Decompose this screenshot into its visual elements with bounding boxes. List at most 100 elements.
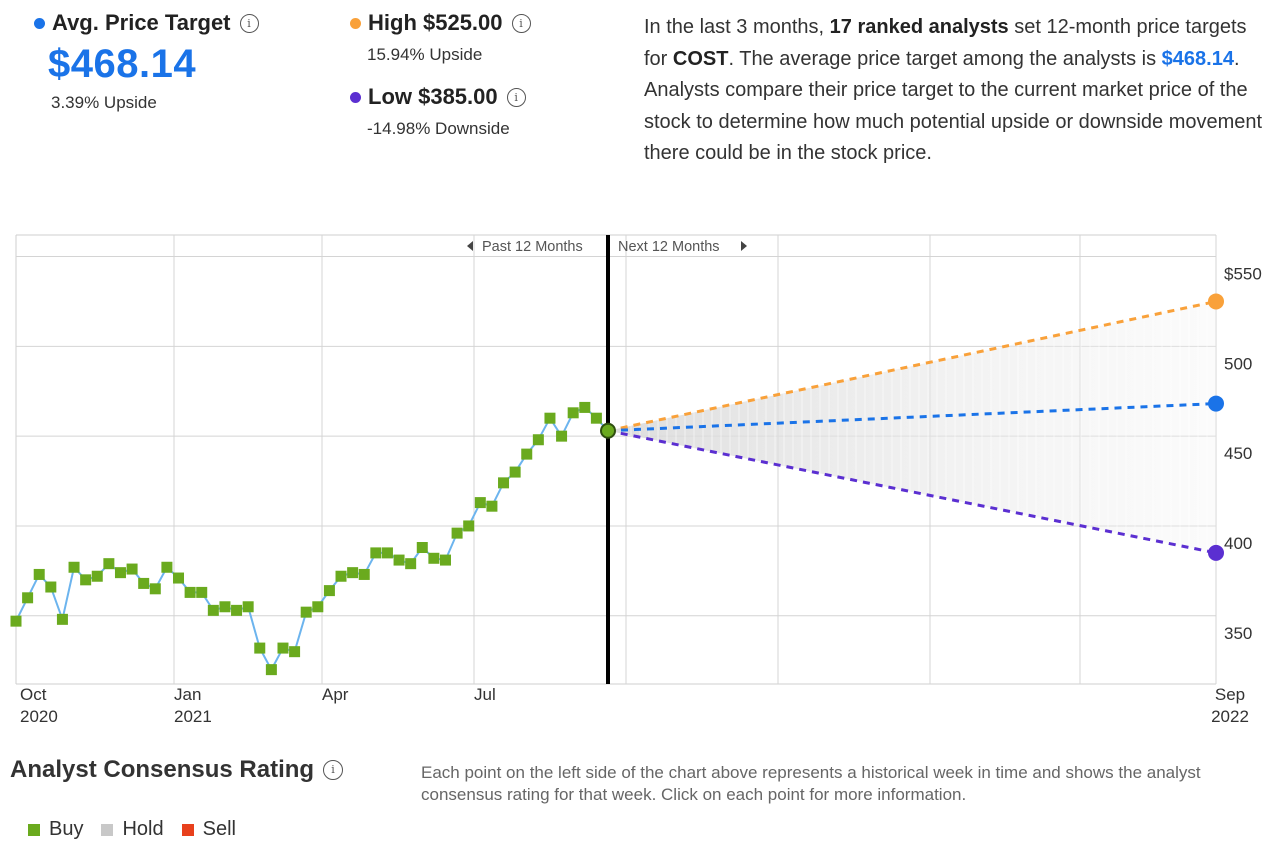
legend-label: Sell [202, 818, 236, 840]
buy-rating-point [91, 570, 103, 582]
buy-rating-point [68, 561, 80, 573]
buy-rating-point [474, 497, 486, 509]
desc-text: set 12-month price targets for [644, 16, 1247, 70]
x-tick-year-label: 2020 [20, 707, 58, 726]
legend-item-sell: Sell [181, 818, 236, 841]
avg-label: Avg. Price Target [52, 10, 231, 35]
price-target-description: In the last 3 months, 17 ranked analysts… [644, 12, 1269, 170]
buy-rating-point [590, 412, 602, 424]
buy-rating-point [196, 586, 208, 598]
buy-rating-point [405, 558, 417, 570]
avg-price-target: Avg. Price Target i $468.14 3.39% Upside [34, 10, 259, 113]
forecast-range-area [608, 301, 1216, 553]
avg-upside: 3.39% Upside [51, 93, 157, 112]
buy-rating-point [103, 558, 115, 570]
buy-rating-point [509, 466, 521, 478]
buy-rating-point [544, 412, 556, 424]
buy-rating-point [161, 561, 173, 573]
price-history-line [15, 406, 609, 672]
buy-rating-point [207, 604, 219, 616]
buy-rating-point [138, 577, 150, 589]
average-target-point [1208, 395, 1224, 412]
buy-rating-point [242, 601, 254, 613]
y-tick-label: 500 [1224, 354, 1252, 373]
buy-rating-point [416, 542, 428, 554]
buy-rating-point [126, 563, 138, 575]
x-tick-label: Apr [322, 685, 349, 704]
y-tick-label: 350 [1224, 624, 1252, 643]
consensus-rating-title: Analyst Consensus Rating i [10, 756, 344, 784]
buy-rating-point [347, 567, 359, 579]
buy-rating-point [486, 500, 498, 512]
buy-rating-point [231, 604, 243, 616]
y-tick-label: 400 [1224, 534, 1252, 553]
low-dot-icon [350, 91, 361, 103]
past-months-label: Past 12 Months [482, 239, 583, 255]
legend-item-buy: Buy [28, 818, 83, 841]
buy-rating-point [114, 567, 126, 579]
info-icon[interactable]: i [323, 760, 344, 780]
legend-item-hold: Hold [101, 818, 164, 841]
buy-rating-point [289, 646, 301, 658]
buy-rating-point [22, 592, 34, 604]
hold-swatch-icon [101, 823, 114, 836]
buy-rating-point [56, 613, 68, 625]
high-label: High $525.00 [368, 10, 503, 35]
legend-label: Hold [122, 818, 164, 840]
buy-rating-point [439, 554, 451, 566]
buy-rating-point [335, 570, 347, 582]
high-price-target: High $525.00 i 15.94% Upside [350, 10, 531, 65]
x-tick-label: Jul [474, 685, 496, 704]
high-upside: 15.94% Upside [367, 45, 483, 64]
buy-rating-point [184, 586, 196, 598]
buy-rating-point [556, 430, 568, 442]
info-icon[interactable]: i [239, 13, 259, 33]
desc-ticker: COST [672, 47, 729, 70]
desc-avg-value: $468.14 [1161, 47, 1234, 70]
buy-rating-point [80, 574, 92, 586]
info-icon[interactable]: i [506, 87, 526, 107]
next-months-label: Next 12 Months [618, 239, 720, 255]
x-tick-label: Jan [174, 685, 201, 704]
y-tick-label: 450 [1224, 444, 1252, 463]
legend-label: Buy [49, 818, 84, 840]
avg-value: $468.14 [48, 42, 197, 86]
buy-rating-point [254, 642, 266, 654]
average-target-line [607, 402, 1217, 433]
high-dot-icon [350, 17, 361, 29]
buy-rating-point [451, 527, 463, 539]
buy-rating-point [521, 448, 533, 460]
buy-rating-point [277, 642, 289, 654]
buy-rating-point [532, 434, 544, 446]
price-target-chart[interactable]: $550 500 450 400 350 Oct 2020 Jan 2021 Apr Jul Sep 2… [0, 225, 1280, 730]
x-tick-year-label: 2021 [174, 707, 212, 726]
buy-rating-point [173, 572, 185, 584]
buy-rating-point [358, 568, 370, 580]
buy-rating-point [149, 583, 161, 595]
buy-rating-point [312, 601, 324, 613]
buy-rating-point [381, 547, 393, 559]
buy-rating-point [300, 606, 312, 618]
desc-text: . Analysts compare their price target to… [644, 47, 1263, 165]
x-tick-year-label: 2022 [1211, 707, 1249, 726]
buy-rating-point [10, 615, 22, 627]
buy-rating-point [323, 585, 335, 597]
info-icon[interactable]: i [511, 13, 531, 33]
buy-rating-point [370, 547, 382, 559]
buy-rating-point [579, 401, 591, 413]
consensus-rating-description: Each point on the left side of the chart… [421, 763, 1201, 804]
current-price-point [600, 422, 616, 439]
desc-text: . The average price target among the ana… [728, 47, 1162, 70]
high-target-point [1208, 293, 1224, 310]
buy-rating-point [498, 477, 510, 489]
sell-swatch-icon [181, 823, 194, 836]
desc-text: In the last 3 months, [644, 16, 830, 38]
buy-rating-point [428, 552, 440, 564]
y-tick-label: $550 [1224, 265, 1262, 284]
buy-rating-point [567, 407, 579, 419]
arrow-left-icon [467, 241, 473, 251]
low-price-target: Low $385.00 i -14.98% Downside [350, 84, 526, 139]
buy-rating-point [463, 520, 475, 532]
low-downside: -14.98% Downside [367, 119, 510, 138]
consensus-rating-label: Analyst Consensus Rating [10, 756, 315, 783]
